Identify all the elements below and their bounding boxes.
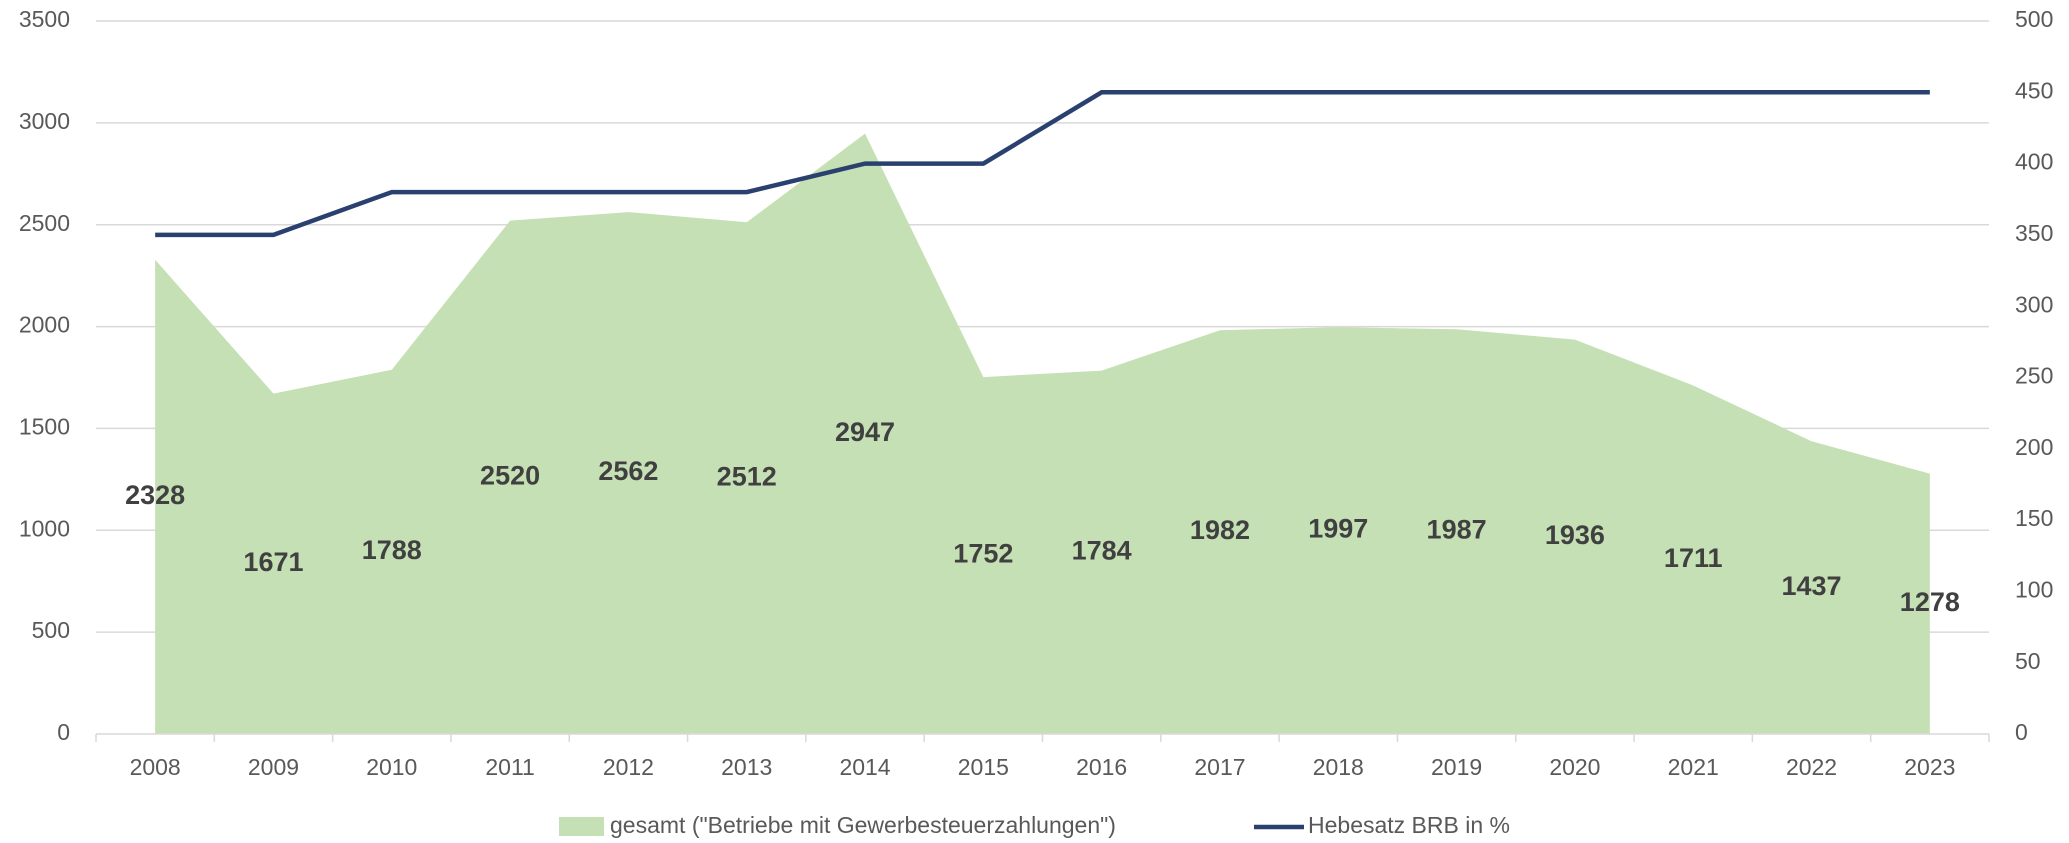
x-tick-label: 2014: [839, 754, 890, 780]
data-label: 1752: [953, 539, 1013, 569]
area: [155, 133, 1930, 735]
data-label: 2947: [835, 417, 895, 447]
y2-tick-label: 150: [2015, 505, 2053, 531]
x-tick-label: 2009: [248, 754, 299, 780]
x-tick-label: 2022: [1786, 754, 1837, 780]
data-label: 1278: [1900, 587, 1960, 617]
x-tick-label: 2013: [721, 754, 772, 780]
y2-tick-label: 0: [2015, 719, 2028, 745]
y2-tick-label: 450: [2015, 77, 2053, 103]
x-tick-label: 2010: [366, 754, 417, 780]
x-tick-label: 2015: [958, 754, 1009, 780]
x-tick-label: 2011: [485, 754, 534, 780]
legend-label: gesamt ("Betriebe mit Gewerbesteuerzahlu…: [610, 812, 1116, 838]
data-label: 1987: [1427, 515, 1487, 545]
y2-tick-label: 250: [2015, 363, 2053, 389]
y2-tick-label: 400: [2015, 149, 2053, 175]
x-tick-label: 2008: [130, 754, 181, 780]
data-label: 1671: [243, 547, 303, 577]
y2-tick-label: 300: [2015, 291, 2053, 317]
data-label: 1711: [1664, 543, 1723, 573]
data-label: 1437: [1781, 571, 1841, 601]
data-label: 1997: [1308, 514, 1368, 544]
x-tick-label: 2021: [1668, 754, 1719, 780]
y-tick-label: 3000: [19, 108, 70, 134]
legend-label: Hebesatz BRB in %: [1308, 812, 1510, 838]
x-tick-label: 2020: [1549, 754, 1600, 780]
y-tick-label: 2500: [19, 210, 70, 236]
data-label: 2512: [717, 461, 777, 491]
y2-tick-label: 500: [2015, 6, 2053, 32]
data-label: 2562: [598, 456, 658, 486]
y-tick-label: 1000: [19, 515, 70, 541]
data-label: 1982: [1190, 515, 1250, 545]
data-label: 1784: [1072, 535, 1132, 565]
x-tick-label: 2023: [1904, 754, 1955, 780]
data-label: 2328: [125, 480, 185, 510]
data-label: 2520: [480, 460, 540, 490]
y-tick-label: 2000: [19, 312, 70, 338]
x-tick-label: 2012: [603, 754, 654, 780]
data-label: 1788: [362, 535, 422, 565]
data-label: 1936: [1545, 520, 1605, 550]
y2-tick-label: 50: [2015, 648, 2041, 674]
y2-tick-label: 100: [2015, 576, 2053, 602]
x-tick-label: 2018: [1313, 754, 1364, 780]
y-tick-label: 500: [32, 617, 70, 643]
x-tick-label: 2017: [1194, 754, 1245, 780]
x-tick-label: 2016: [1076, 754, 1127, 780]
y-tick-label: 0: [57, 719, 70, 745]
y2-tick-label: 200: [2015, 434, 2053, 460]
legend-swatch: [559, 817, 604, 836]
y2-tick-label: 350: [2015, 220, 2053, 246]
y-tick-label: 3500: [19, 6, 70, 32]
line: [155, 90, 1930, 238]
y-tick-label: 1500: [19, 414, 70, 440]
x-tick-label: 2019: [1431, 754, 1482, 780]
